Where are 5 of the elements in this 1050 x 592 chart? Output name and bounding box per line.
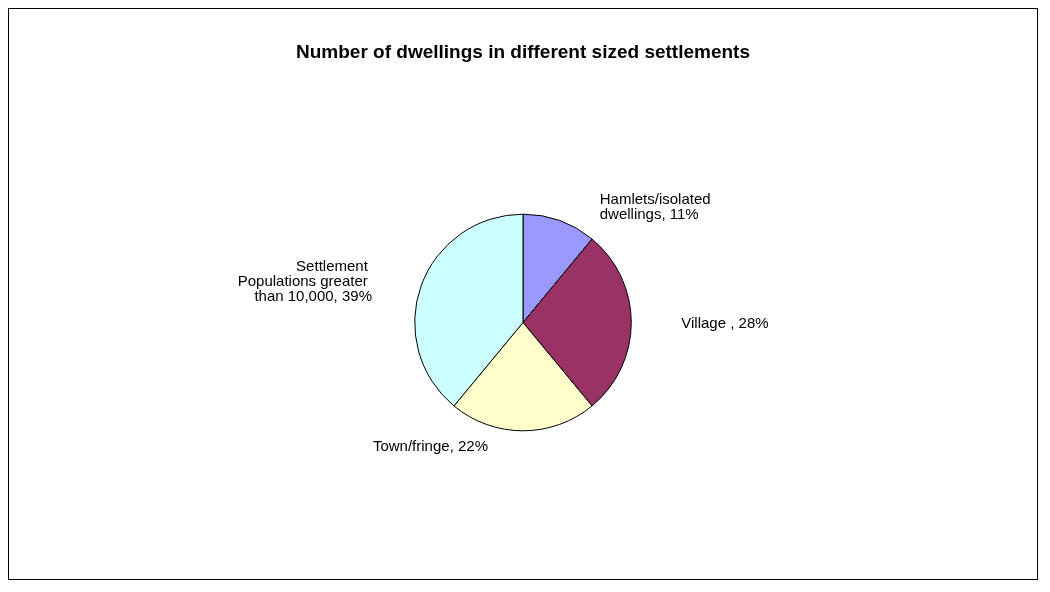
- data-label: Town/fringe, 22%: [372, 437, 488, 455]
- data-label: Settlement Populations greater than 10,000, 39%: [237, 257, 372, 305]
- data-label: Village , 28%: [681, 314, 769, 331]
- data-label: Hamlets/isolated dwellings, 11%: [599, 190, 715, 223]
- chart-title: Number of dwellings in different sized settlements: [296, 41, 750, 62]
